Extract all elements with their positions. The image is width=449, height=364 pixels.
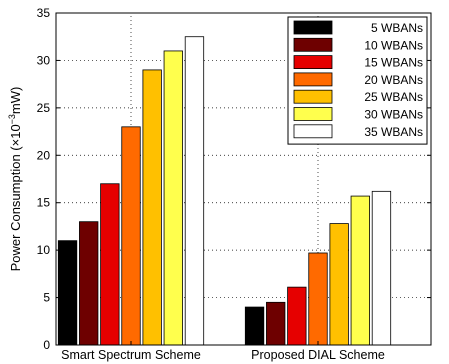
legend-swatch	[293, 37, 333, 52]
bar-6-smart-spectrum	[163, 50, 183, 346]
legend-swatch	[293, 89, 333, 104]
legend-swatch	[293, 20, 333, 35]
y-tick-label: 20	[37, 148, 51, 162]
y-axis-label: Power Consumption (×10−3mW)	[7, 87, 23, 272]
legend-label: 35 WBANs	[364, 125, 423, 139]
legend-label: 25 WBANs	[364, 90, 423, 104]
y-tick-label: 10	[37, 243, 51, 257]
y-tick-label: 35	[37, 6, 51, 20]
y-tick-label: 5	[43, 291, 50, 305]
y-tick-label: 25	[37, 101, 51, 115]
y-tick-label: 30	[37, 53, 51, 67]
bar-1-proposed-dial	[244, 306, 265, 346]
legend-label: 15 WBANs	[364, 56, 423, 70]
bar-3-proposed-dial	[287, 286, 307, 346]
legend-label: 20 WBANs	[364, 73, 423, 87]
legend: 5 WBANs 10 WBANs 15 WBANs 20 WBANs 25 WBANs 3…	[287, 16, 428, 145]
bar-7-smart-spectrum	[184, 36, 205, 346]
bars-group	[57, 36, 392, 346]
legend-label: 5 WBANs	[371, 21, 423, 35]
legend-swatch	[293, 124, 333, 139]
bar-5-proposed-dial	[329, 223, 349, 346]
legend-label: 10 WBANs	[364, 38, 423, 52]
bar-1-smart-spectrum	[57, 240, 78, 346]
legend-swatch	[293, 55, 333, 69]
x-category-label: Smart Spectrum Scheme	[61, 348, 201, 362]
legend-swatch	[293, 107, 333, 121]
y-axis-ticks: 0 5 10 15 20 25 30 35	[37, 6, 431, 352]
bar-2-smart-spectrum	[79, 221, 99, 346]
bar-7-proposed-dial	[371, 190, 392, 346]
x-category-label: Proposed DIAL Scheme	[251, 348, 385, 362]
legend-label: 30 WBANs	[364, 108, 423, 122]
legend-swatch	[293, 72, 333, 87]
bar-5-smart-spectrum	[142, 69, 162, 346]
bar-2-proposed-dial	[266, 301, 286, 346]
plot-frame	[55, 12, 432, 346]
bar-6-proposed-dial	[350, 195, 370, 346]
bar-3-smart-spectrum	[100, 183, 120, 346]
y-tick-label: 15	[37, 196, 51, 210]
bar-4-proposed-dial	[308, 252, 328, 346]
x-axis-labels: Smart Spectrum Scheme Proposed DIAL Schem…	[61, 341, 385, 362]
y-tick-label: 0	[43, 338, 50, 352]
bar-4-smart-spectrum	[121, 126, 141, 346]
